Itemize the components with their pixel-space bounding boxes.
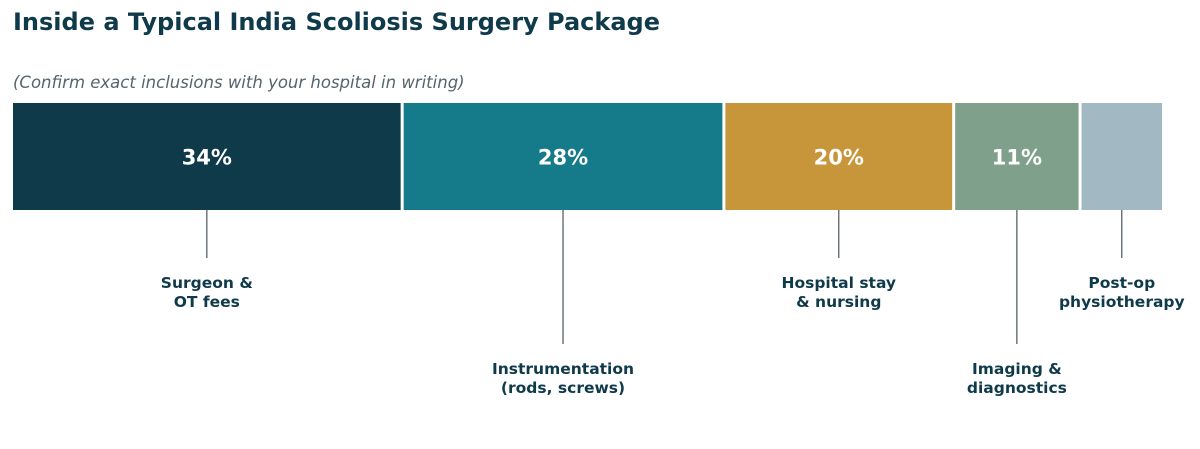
bar-segment-2 — [403, 103, 723, 210]
category-label-3-line-1: Hospital stay — [781, 274, 896, 292]
value-label-1: 34% — [182, 146, 232, 170]
chart-title: Inside a Typical India Scoliosis Surgery… — [13, 8, 661, 36]
category-label-1-line-2: OT fees — [174, 293, 240, 311]
category-label-2-line-1: Instrumentation — [492, 360, 634, 378]
value-label-3: 20% — [814, 146, 864, 170]
value-label-2: 28% — [538, 146, 588, 170]
bar-segment-3 — [725, 103, 953, 210]
category-label-2-line-2: (rods, screws) — [501, 379, 625, 397]
category-label-5-line-2: physiotherapy — [1059, 293, 1185, 311]
chart-subtitle: (Confirm exact inclusions with your hosp… — [13, 73, 465, 92]
category-label-1-line-1: Surgeon & — [161, 274, 253, 292]
category-label-4-line-2: diagnostics — [967, 379, 1067, 397]
category-label-4-line-1: Imaging & — [972, 360, 1062, 378]
bar-segment-1 — [13, 103, 401, 210]
bar-segment-4 — [955, 103, 1079, 210]
category-label-5-line-1: Post-op — [1088, 274, 1155, 292]
value-label-4: 11% — [992, 146, 1042, 170]
category-label-3-line-2: & nursing — [796, 293, 881, 311]
bar-segment-5 — [1081, 103, 1162, 210]
